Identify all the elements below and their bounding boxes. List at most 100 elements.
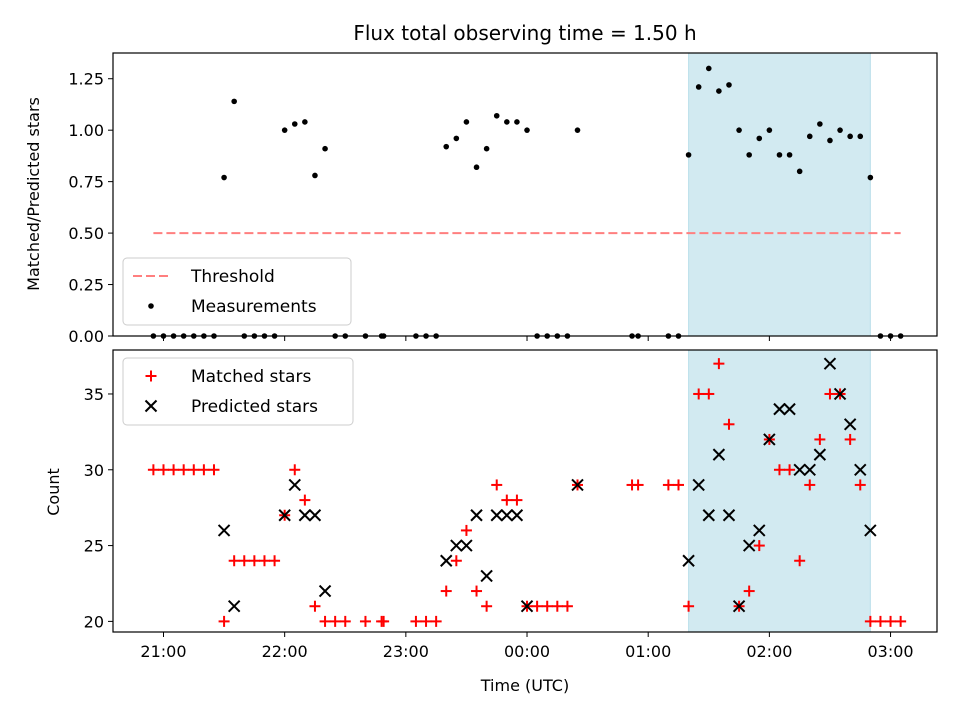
matched-star-point [228,555,240,567]
predicted-star-point [510,509,524,522]
matched-star-point [208,464,220,476]
predicted-star-point [843,418,857,431]
legend-box [122,257,352,326]
x-tick-label: 02:00 [746,642,792,661]
matched-star-point [662,479,674,491]
predicted-star-point [490,509,503,522]
measurement-point [756,135,763,142]
matched-star-point [753,540,765,552]
predicted-star-point [732,600,746,613]
x-axis-label: Time (UTC) [480,676,569,695]
measurement-point [827,137,833,144]
chart-title: Flux total observing time = 1.50 h [353,21,696,45]
predicted-star-point [854,463,867,476]
matched-star-point [501,494,513,506]
x-b [773,402,786,416]
predicted-star-point [571,478,584,492]
x-tick-label: 21:00 [140,642,186,661]
x-tick-label: 23:00 [383,642,429,661]
x-b [227,600,241,613]
x-b [793,463,806,476]
bottom-y-tick-label: 30 [84,461,104,480]
matched-star-point [773,464,785,476]
measurement-point [746,152,752,158]
x-b [318,584,332,598]
measurement-point [716,88,722,94]
top-y-tick-label: 0.25 [68,276,104,295]
predicted-star-point [682,554,695,567]
matched-star-point [683,600,695,612]
matched-star-point [844,433,856,445]
measurement-point [766,127,773,133]
matched-star-point [309,600,321,612]
matched-star-point [531,600,543,612]
matched-star-point [804,479,816,491]
matched-star-point [420,615,432,627]
measurement-point [806,133,813,140]
x-b [460,539,473,552]
predicted-star-point [722,509,736,522]
predicted-star-point [813,448,827,461]
measurement-point [312,172,318,179]
matched-star-point [693,388,705,400]
bottom-axes-frame [112,349,938,633]
measurement-point [504,119,510,125]
predicted-star-point [460,539,473,552]
matched-star-point [157,464,169,476]
measurement-point [817,121,823,127]
predicted-star-point [793,463,806,476]
predicted-star-point [823,357,837,370]
matched-star-point [743,585,755,597]
matched-star-point [329,615,341,627]
predicted-star-point [318,584,332,598]
predicted-star-point [692,478,705,492]
x-b [854,463,867,476]
x-b [298,509,312,522]
predicted-star-point [783,402,796,416]
bottom-y-tick-label: 25 [84,537,104,556]
bottom-y-tick-label: 35 [84,385,104,404]
predicted-star-point [702,509,715,522]
measurement-point [463,119,470,125]
x-b [843,418,857,431]
predicted-star-point [288,478,301,492]
matched-star-point [511,494,523,506]
matched-star-point [289,464,301,476]
x-b [813,448,827,461]
matched-star-point [824,388,836,400]
matched-star-point [339,615,351,627]
x-b [833,387,847,401]
predicted-star-point [217,524,231,537]
matched-star-point [410,615,422,627]
matched-star-point [632,479,644,491]
x-b [480,569,493,583]
x-b [732,600,746,613]
legend-label: Matched stars [191,367,311,387]
matched-star-point [440,585,452,597]
bottom-y-axis-label: Count [44,468,63,516]
x-b [278,509,291,522]
matched-star-point [703,388,715,400]
predicted-star-point [520,600,534,613]
measurement-point [837,127,843,133]
x-b [803,463,816,476]
x-b [742,539,756,552]
predicted-star-point [298,509,312,522]
measurement-point [291,121,298,127]
measurement-point [443,143,450,150]
matched-star-point [178,464,190,476]
predicted-star-point [440,554,453,567]
measurement-point [281,127,288,133]
x-b [692,478,705,492]
measurement-point [726,82,732,88]
matched-star-point [672,479,684,491]
top-y-tick-label: 0.50 [68,224,104,243]
x-b [763,433,776,446]
matched-star-point [561,600,573,612]
measurement-point [322,145,328,152]
legend-label: Measurements [191,297,317,317]
x-b [712,448,726,461]
legend-label: Predicted stars [191,397,318,417]
measurement-point [847,133,853,140]
